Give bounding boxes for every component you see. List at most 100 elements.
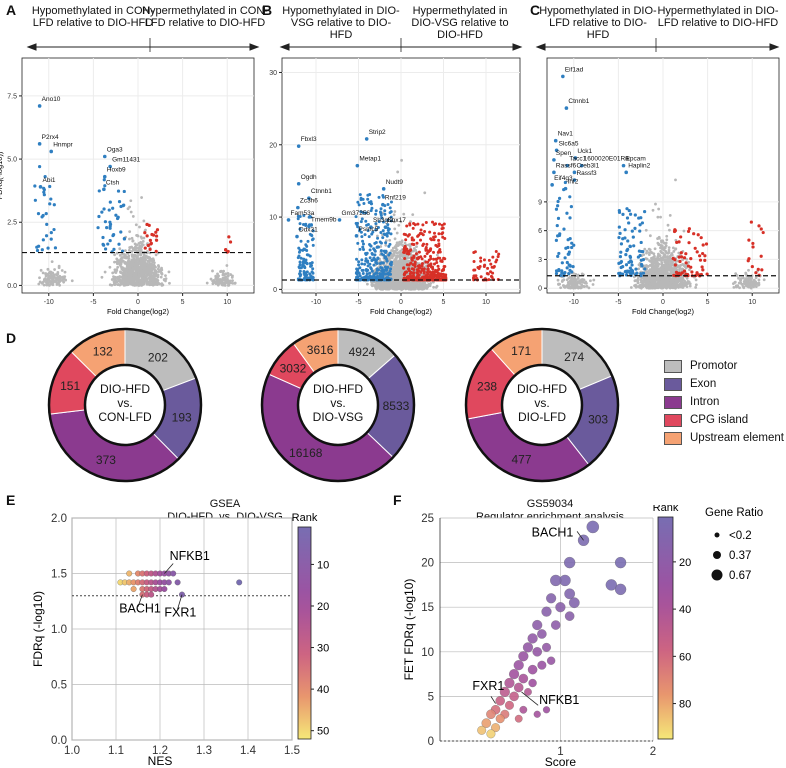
scatter-point-blue [619,242,624,246]
scatter-point [379,283,383,287]
scatter-point [130,236,134,240]
scatter-point-red [416,268,420,272]
scatter-point [108,265,112,269]
scatter-point-red [705,272,709,276]
scatter-point [160,266,163,270]
scatter-point [221,283,225,287]
scatter-point-blue [298,269,302,273]
scatter-point-blue [618,271,622,275]
scatter-point-red [422,271,426,275]
scatter-point [123,256,127,260]
scatter-point-red [419,238,423,242]
scatter-point [683,279,686,283]
scatter-point [664,256,668,259]
scatter-point-blue [618,231,622,236]
scatter-point [226,274,230,278]
scatter-point [392,220,396,224]
scatter-point-blue [361,211,365,215]
labeled-point [286,218,291,222]
scatter-point-blue [386,202,390,206]
scatter-point-blue [44,234,49,238]
scatter-point-red [679,235,683,239]
scatter-point [400,284,404,287]
scatter-point [739,277,743,280]
scatter-point-blue [375,267,379,271]
scatter-point [674,265,678,269]
scatter-point-blue [103,220,108,224]
scatter-point [115,257,119,261]
scatter-point-red [154,249,158,254]
scatter-point [134,273,137,277]
scatter-point [395,248,398,252]
x-tick-label: -5 [90,299,96,306]
scatter-point-blue [357,260,361,264]
scatter-point [127,275,130,279]
scatter-point [660,239,663,243]
scatter-point-blue [112,247,116,251]
scatter-point [225,264,229,267]
scatter-point [57,280,61,284]
scatter-point [51,279,55,283]
scatter-point-red [700,265,704,269]
scatter-point-blue [384,241,388,245]
scatter-point [221,273,225,277]
scatter-point [226,283,230,287]
scatter-point-blue [386,228,390,232]
scatter-point-blue [355,257,359,261]
scatter-point-blue [354,215,358,219]
scatter-point [132,283,136,287]
scatter-point [164,274,167,278]
scatter-point-red [693,246,697,250]
scatter-point [669,263,673,267]
scatter-point-blue [381,274,385,278]
panel-b-right-header: Hypermethylated in DIO-VSG relative to D… [411,5,509,41]
scatter-point [116,265,120,269]
scatter-point [214,280,218,284]
scatter-point-blue [556,234,560,238]
scatter-point-blue [379,241,383,245]
scatter-point [118,247,122,251]
scatter-point-blue [376,226,380,230]
scatter-point [390,256,394,260]
scatter-point [644,280,648,284]
scatter-point [159,269,163,272]
scatter-point [137,258,141,261]
scatter-point-blue [298,215,302,219]
scatter-point-blue [364,252,368,256]
scatter-point-blue [369,209,373,213]
scatter-point-red [699,236,703,240]
scatter-point [645,251,648,255]
scatter-point-blue [370,202,374,206]
scatter-point [137,261,141,265]
scatter-point-blue [361,197,365,201]
scatter-point [679,278,683,282]
scatter-point [425,286,429,290]
scatter-point-blue [568,216,572,220]
scatter-point-red [690,270,694,274]
scatter-point [70,279,74,283]
scatter-point-red [148,238,152,242]
scatter-point [655,261,659,265]
scatter-point-blue [381,195,385,199]
scatter-point [136,276,140,280]
scatter-point-blue [354,221,358,225]
scatter-point [562,285,566,289]
scatter-point [592,278,596,282]
scatter-point [168,281,171,285]
scatter-point [167,270,171,274]
scatter-point-red [409,261,413,265]
scatter-point [376,285,380,289]
scatter-point-red [434,270,438,274]
scatter-point-blue [623,236,627,240]
scatter-point [647,247,651,251]
scatter-point-blue [38,165,42,169]
scatter-point [148,263,152,266]
scatter-point-blue [360,258,364,262]
scatter-point-red [416,222,420,226]
scatter-point [653,283,657,287]
scatter-point-blue [361,242,365,246]
scatter-point [154,253,158,257]
scatter-point-red [429,254,433,258]
scatter-point [129,199,133,203]
scatter-point [45,283,49,287]
